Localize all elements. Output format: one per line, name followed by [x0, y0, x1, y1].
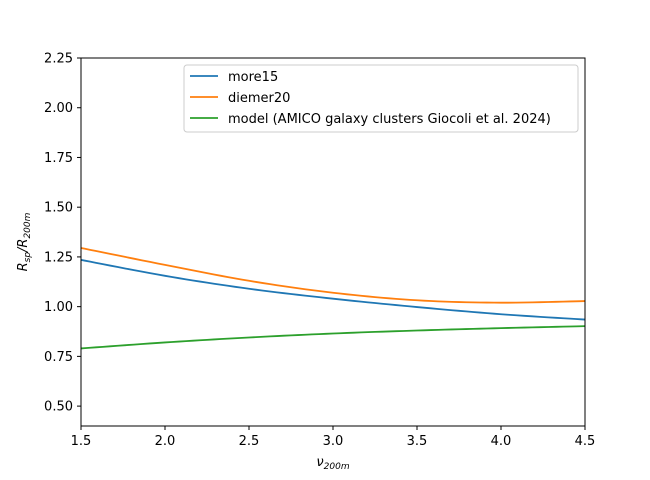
legend-label-model: model (AMICO galaxy clusters Giocoli et … [228, 112, 551, 127]
y-axis-label-main: R [16, 262, 31, 271]
y-tick-label: 2.00 [44, 101, 73, 116]
series-line-diemer20 [80, 247, 586, 304]
series-layer [80, 247, 586, 350]
legend-label-diemer20: diemer20 [228, 91, 290, 106]
x-axis-label: ν200m [316, 455, 349, 472]
y-tick-label: 0.50 [44, 400, 73, 415]
y-tick-label: 0.75 [44, 350, 73, 365]
legend: more15 diemer20 model (AMICO galaxy clus… [183, 64, 579, 133]
x-tick-label: 4.0 [491, 434, 512, 449]
x-tick-label: 2.0 [155, 434, 176, 449]
x-axis-label-sub: 200m [324, 462, 350, 472]
x-tick-label: 3.0 [323, 434, 344, 449]
x-axis-label-main: ν [316, 455, 323, 470]
legend-label-more15: more15 [228, 70, 278, 85]
x-tick-label: 1.5 [71, 434, 92, 449]
y-tick-label: 1.75 [44, 151, 73, 166]
series-line-more15 [80, 259, 586, 321]
series-line-model [80, 325, 586, 350]
x-tick-label: 2.5 [239, 434, 260, 449]
y-axis-label-sep: /R [16, 239, 31, 253]
x-tick-label: 3.5 [407, 434, 428, 449]
y-axis-ticks: 0.50 0.75 1.00 1.25 1.50 1.75 2.00 2.25 [44, 52, 81, 415]
y-tick-label: 1.25 [44, 250, 73, 265]
y-tick-label: 2.25 [44, 52, 73, 67]
y-axis-label: Rsp/R200m [16, 212, 33, 271]
x-tick-label: 4.5 [575, 434, 596, 449]
y-tick-label: 1.00 [44, 300, 73, 315]
y-axis-label-sub2: 200m [23, 212, 33, 238]
legend-box [183, 64, 579, 133]
x-axis-ticks: 1.5 2.0 2.5 3.0 3.5 4.0 4.5 [71, 426, 596, 449]
y-tick-label: 1.50 [44, 201, 73, 216]
y-axis-label-sub1: sp [23, 252, 33, 263]
